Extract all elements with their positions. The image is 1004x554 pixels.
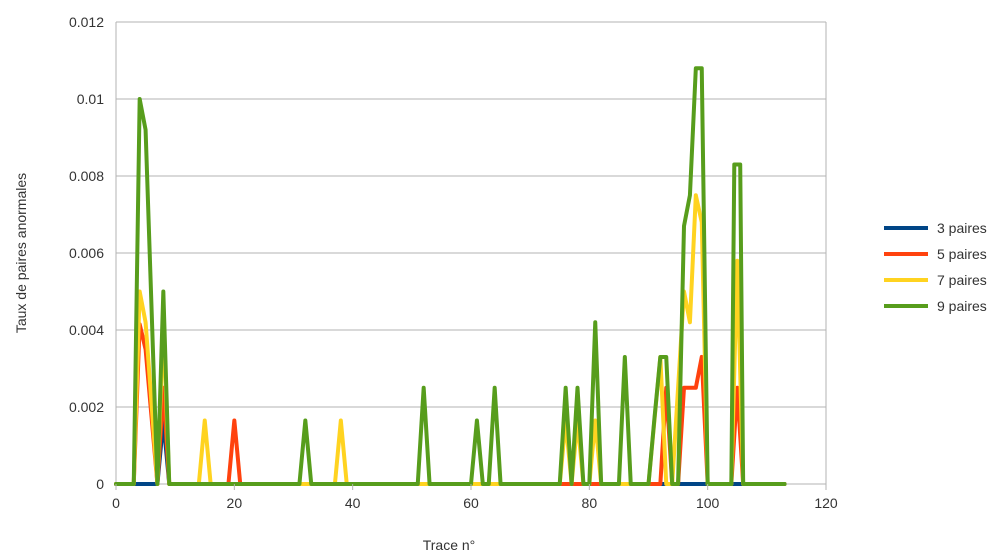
x-tick-label: 20 — [227, 495, 243, 511]
x-tick-label: 80 — [582, 495, 598, 511]
y-tick-label: 0.008 — [69, 168, 104, 184]
legend: 3 paires 5 paires 7 paires 9 paires — [884, 220, 987, 314]
y-axis-title: Taux de paires anormales — [13, 173, 29, 333]
axes: 0 0.002 0.004 0.006 0.008 0.01 0.012 0 20 40 60 80 1… — [69, 14, 838, 511]
legend-label: 3 paires — [937, 220, 987, 236]
legend-label: 5 paires — [937, 246, 987, 262]
x-tick-label: 120 — [814, 495, 838, 511]
x-tick-label: 100 — [696, 495, 720, 511]
x-tick-label: 0 — [112, 495, 120, 511]
y-tick-label: 0.01 — [77, 91, 104, 107]
y-tick-label: 0.004 — [69, 322, 104, 338]
series-line — [114, 418, 787, 486]
series-layer — [114, 66, 787, 486]
y-tick-label: 0.006 — [69, 245, 104, 261]
legend-label: 7 paires — [937, 272, 987, 288]
legend-label: 9 paires — [937, 298, 987, 314]
x-tick-label: 40 — [345, 495, 361, 511]
x-axis-title: Trace n° — [423, 537, 476, 553]
series-line — [114, 322, 787, 486]
y-tick-label: 0.002 — [69, 399, 104, 415]
y-tick-label: 0 — [96, 476, 104, 492]
x-tick-label: 60 — [463, 495, 479, 511]
series-line — [114, 66, 787, 486]
y-tick-label: 0.012 — [69, 14, 104, 30]
gridlines — [115, 21, 827, 485]
